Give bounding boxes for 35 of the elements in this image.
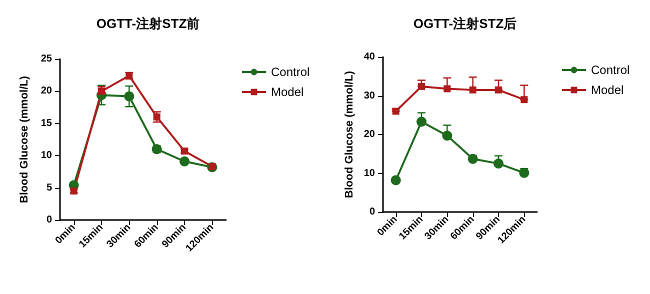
- point: [416, 116, 426, 127]
- chart-title: OGTT-注射STZ后: [413, 16, 517, 31]
- y-tick-label: 30: [364, 90, 376, 102]
- point: [495, 86, 502, 94]
- legend-label: Model: [591, 83, 624, 97]
- point: [180, 156, 190, 166]
- point: [418, 82, 425, 90]
- legend-label: Control: [271, 65, 310, 79]
- y-tick-label: 25: [40, 54, 52, 64]
- y-tick-label: 20: [40, 86, 52, 97]
- point: [124, 91, 134, 102]
- point: [469, 86, 476, 94]
- point: [442, 130, 452, 141]
- y-axis-title: Blood Glucose (mmol/L): [18, 76, 30, 204]
- y-tick-label: 0: [369, 206, 376, 218]
- point: [468, 154, 478, 164]
- point: [392, 108, 400, 115]
- y-tick-label: 0: [46, 214, 52, 226]
- point: [494, 158, 504, 169]
- legend-label: Model: [271, 85, 304, 99]
- point: [98, 88, 105, 95]
- y-tick-label: 10: [40, 150, 52, 162]
- chart-title: OGTT-注射STZ前: [96, 16, 200, 31]
- point: [520, 96, 528, 104]
- y-tick-label: 40: [364, 52, 376, 62]
- legend-label: Control: [591, 63, 630, 77]
- y-tick-label: 5: [46, 182, 52, 194]
- point: [153, 113, 160, 120]
- y-tick-label: 10: [364, 168, 376, 179]
- point: [444, 85, 451, 92]
- y-axis-title: Blood Glucose (mmol/L): [344, 70, 356, 198]
- point: [519, 168, 530, 178]
- point: [390, 175, 401, 186]
- y-tick-label: 20: [364, 129, 376, 140]
- y-tick-label: 15: [40, 118, 52, 129]
